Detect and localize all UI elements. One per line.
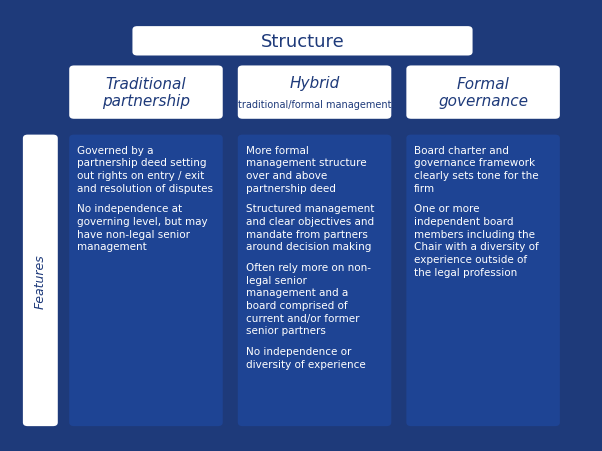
Text: over and above: over and above — [246, 170, 327, 180]
Text: Governed by a: Governed by a — [77, 145, 154, 155]
Text: No independence or: No independence or — [246, 346, 351, 356]
FancyBboxPatch shape — [406, 66, 560, 120]
Text: Traditional
partnership: Traditional partnership — [102, 77, 190, 109]
Text: and resolution of disputes: and resolution of disputes — [77, 183, 213, 193]
Text: have non-legal senior: have non-legal senior — [77, 229, 190, 239]
Text: traditional/formal management: traditional/formal management — [238, 100, 391, 110]
Text: management structure: management structure — [246, 158, 366, 168]
Text: out rights on entry / exit: out rights on entry / exit — [77, 170, 204, 180]
Text: board comprised of: board comprised of — [246, 300, 347, 310]
Text: governance framework: governance framework — [414, 158, 535, 168]
FancyBboxPatch shape — [406, 135, 560, 426]
Text: Structured management: Structured management — [246, 204, 374, 214]
Text: the legal profession: the legal profession — [414, 267, 518, 277]
Text: Chair with a diversity of: Chair with a diversity of — [414, 242, 539, 252]
Text: Structure: Structure — [261, 33, 344, 51]
Text: One or more: One or more — [414, 204, 480, 214]
FancyBboxPatch shape — [132, 27, 473, 56]
Text: partnership deed: partnership deed — [246, 183, 335, 193]
Text: independent board: independent board — [414, 216, 514, 226]
Text: Often rely more on non-: Often rely more on non- — [246, 262, 371, 272]
Text: clearly sets tone for the: clearly sets tone for the — [414, 170, 539, 180]
Text: More formal: More formal — [246, 145, 308, 155]
FancyBboxPatch shape — [23, 135, 58, 426]
Text: mandate from partners: mandate from partners — [246, 229, 367, 239]
FancyBboxPatch shape — [238, 135, 391, 426]
Text: around decision making: around decision making — [246, 242, 371, 252]
FancyBboxPatch shape — [69, 66, 223, 120]
Text: governing level, but may: governing level, but may — [77, 216, 208, 226]
Text: management and a: management and a — [246, 288, 348, 298]
Text: No independence at: No independence at — [77, 204, 182, 214]
Text: management: management — [77, 242, 147, 252]
Text: Board charter and: Board charter and — [414, 145, 509, 155]
Text: Hybrid: Hybrid — [290, 76, 340, 91]
Text: partnership deed setting: partnership deed setting — [77, 158, 206, 168]
Text: senior partners: senior partners — [246, 326, 326, 336]
Text: firm: firm — [414, 183, 435, 193]
Text: and clear objectives and: and clear objectives and — [246, 216, 374, 226]
Text: Formal
governance: Formal governance — [438, 77, 528, 109]
FancyBboxPatch shape — [238, 66, 391, 120]
Text: legal senior: legal senior — [246, 275, 306, 285]
Text: current and/or former: current and/or former — [246, 313, 359, 323]
FancyBboxPatch shape — [69, 135, 223, 426]
Text: Features: Features — [34, 253, 47, 308]
Text: experience outside of: experience outside of — [414, 254, 527, 264]
Text: diversity of experience: diversity of experience — [246, 359, 365, 369]
Text: members including the: members including the — [414, 229, 535, 239]
